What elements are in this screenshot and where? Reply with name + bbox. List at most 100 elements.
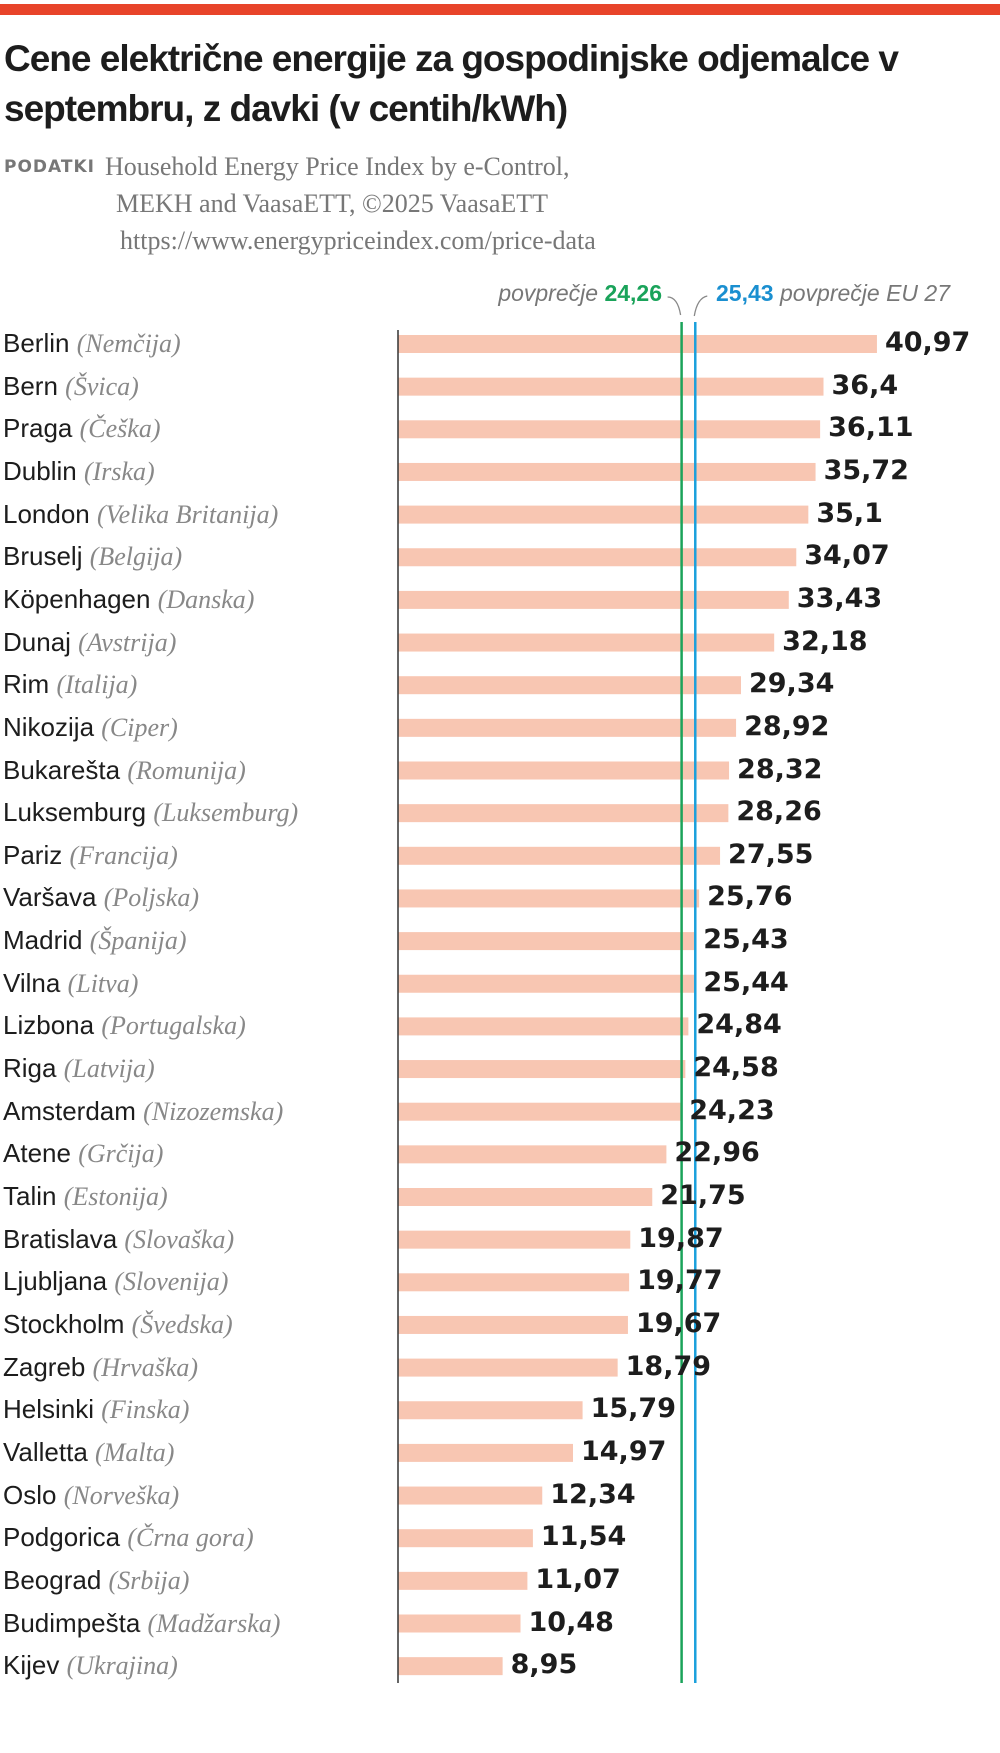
- source-link[interactable]: https://www.energypriceindex.com/price-d…: [120, 226, 596, 255]
- category-label: Köpenhagen (Danska): [3, 584, 254, 615]
- bar: [398, 1571, 528, 1590]
- country-name: (Belgija): [89, 542, 183, 572]
- data-label: 11,54: [540, 1521, 627, 1553]
- country-name: (Portugalska): [101, 1011, 246, 1041]
- bar: [398, 1060, 686, 1079]
- data-label: 11,07: [535, 1563, 621, 1595]
- data-label: 25,43: [703, 924, 789, 956]
- city-name: Varšava: [3, 882, 97, 913]
- data-label: 24,84: [696, 1009, 782, 1041]
- bar: [398, 1188, 653, 1206]
- city-name: Dublin: [3, 455, 77, 486]
- eu-average-label: povprečje EU 27: [779, 280, 950, 306]
- bar: [398, 804, 729, 823]
- category-label: Pariz (Francija): [3, 840, 178, 871]
- data-label: 8,95: [510, 1649, 578, 1681]
- data-label: 33,43: [796, 582, 883, 614]
- data-label: 28,32: [737, 753, 823, 785]
- category-label: Bratislava (Slovaška): [3, 1224, 234, 1255]
- country-name: (Luksemburg): [153, 798, 299, 828]
- category-label: Beograd (Srbija): [3, 1565, 189, 1596]
- eu-average-annotation: 25,43 povprečje EU 27: [716, 280, 950, 307]
- data-label: 28,26: [736, 796, 822, 828]
- country-name: (Slovaška): [124, 1224, 235, 1254]
- country-name: (Avstrija): [78, 627, 177, 657]
- city-name: Bukarešta: [3, 754, 121, 785]
- chart-title: Cene električne energije za gospodinjske…: [4, 38, 899, 129]
- data-label: 19,77: [637, 1265, 723, 1297]
- bar: [398, 420, 821, 439]
- eu-average-pointer: [693, 295, 708, 317]
- country-name: (Slovenija): [114, 1267, 229, 1297]
- bar: [398, 974, 696, 993]
- bar: [398, 1315, 628, 1334]
- bar: [398, 590, 789, 609]
- data-label: 25,44: [703, 966, 789, 998]
- country-name: (Italija): [56, 670, 138, 700]
- category-label: Dublin (Irska): [3, 456, 155, 487]
- city-name: Stockholm: [3, 1308, 125, 1339]
- city-name: Bratislava: [3, 1223, 118, 1254]
- data-label: 24,23: [689, 1094, 775, 1126]
- data-label: 28,92: [744, 710, 830, 742]
- city-name: Dunaj: [3, 626, 71, 657]
- country-name: (Velika Britanija): [97, 499, 279, 529]
- bar: [398, 718, 737, 737]
- city-name: Madrid: [3, 925, 83, 956]
- data-label: 21,75: [660, 1180, 746, 1211]
- data-label: 25,76: [707, 881, 793, 913]
- data-label: 36,4: [831, 369, 899, 401]
- data-label: 15,79: [590, 1393, 676, 1425]
- category-label: Podgorica (Črna gora): [3, 1522, 254, 1553]
- data-label: 19,67: [635, 1307, 722, 1339]
- country-name: (Srbija): [108, 1565, 190, 1595]
- data-label: 36,11: [828, 412, 914, 444]
- city-name: Nikozija: [3, 711, 95, 742]
- country-name: (Romunija): [127, 755, 246, 785]
- category-label: Kijev (Ukrajina): [3, 1650, 178, 1681]
- country-name: (Hrvaška): [92, 1352, 199, 1382]
- data-label: 35,1: [816, 497, 883, 529]
- city-name: Helsinki: [3, 1394, 95, 1425]
- category-label: London (Velika Britanija): [3, 499, 278, 530]
- category-label: Talin (Estonija): [3, 1181, 168, 1212]
- country-name: (Estonija): [63, 1182, 168, 1211]
- city-name: Podgorica: [3, 1522, 121, 1553]
- average-value: 24,26: [604, 280, 662, 306]
- data-label: 14,97: [580, 1435, 667, 1467]
- average-label: povprečje: [498, 280, 599, 306]
- country-name: (Črna gora): [127, 1523, 254, 1553]
- country-name: (Španija): [89, 926, 187, 956]
- category-label: Helsinki (Finska): [3, 1394, 189, 1425]
- bar: [398, 846, 721, 865]
- data-label: 34,07: [804, 540, 890, 572]
- country-name: (Malta): [95, 1437, 175, 1467]
- data-label: 40,97: [884, 327, 971, 358]
- category-label: Dunaj (Avstrija): [3, 627, 176, 658]
- country-name: (Ukrajina): [66, 1651, 178, 1681]
- bar: [398, 1443, 573, 1462]
- bar: [398, 761, 730, 780]
- data-label: 22,96: [674, 1137, 760, 1169]
- category-label: Ljubljana (Slovenija): [3, 1266, 228, 1297]
- bar: [398, 335, 877, 353]
- bar: [398, 548, 797, 567]
- bar: [398, 1486, 543, 1505]
- country-name: (Ciper): [101, 712, 178, 742]
- category-label: Bern (Švica): [3, 371, 139, 402]
- city-name: Zagreb: [3, 1351, 86, 1382]
- category-label: Vilna (Litva): [3, 968, 138, 999]
- bar: [398, 1657, 503, 1676]
- category-label: Budimpešta (Madžarska): [3, 1608, 280, 1639]
- city-name: Köpenhagen: [3, 583, 151, 614]
- bar: [398, 505, 809, 524]
- data-label: 35,72: [823, 454, 909, 486]
- category-label: Oslo (Norveška): [3, 1480, 179, 1511]
- city-name: Oslo: [3, 1479, 57, 1510]
- bar: [398, 377, 824, 396]
- average-annotation: povprečje 24,26: [498, 280, 662, 307]
- bar: [398, 889, 700, 908]
- category-label: Rim (Italija): [3, 669, 137, 700]
